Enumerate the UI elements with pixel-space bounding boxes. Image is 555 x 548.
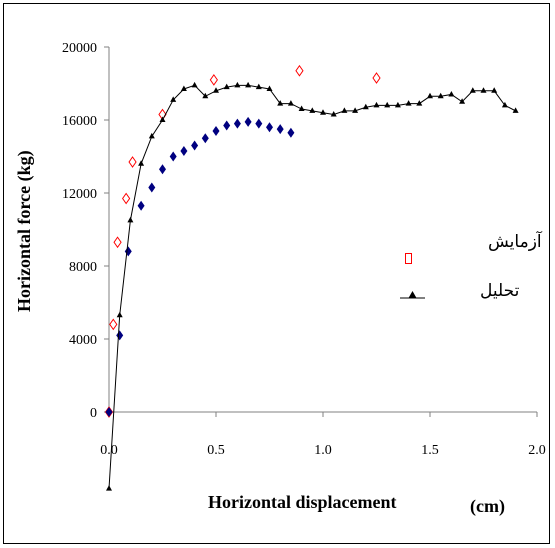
data-point — [277, 100, 284, 106]
data-point — [233, 118, 241, 129]
data-point — [372, 72, 381, 84]
data-point — [448, 90, 455, 97]
chart-frame — [3, 3, 550, 544]
data-point — [138, 160, 145, 166]
x-tick-label: 1.0 — [314, 443, 332, 458]
data-point — [512, 107, 519, 113]
data-point — [469, 87, 476, 93]
data-point — [373, 101, 380, 108]
data-point — [341, 107, 348, 113]
data-point — [320, 109, 326, 115]
x-tick-label: 2.0 — [528, 443, 546, 458]
legend: آزمایش تحليل — [400, 230, 543, 301]
data-point — [148, 182, 156, 193]
data-point — [223, 83, 230, 90]
data-point — [116, 330, 124, 341]
y-tick-label: 8000 — [69, 260, 97, 275]
data-point — [405, 100, 412, 106]
data-point — [491, 87, 498, 93]
y-tick-label: 16000 — [62, 114, 97, 129]
x-axis-unit: (cm) — [470, 496, 505, 517]
data-point — [244, 116, 252, 127]
data-point — [384, 101, 391, 108]
data-point — [223, 120, 231, 131]
y-tick-label: 12000 — [62, 187, 97, 202]
data-point — [287, 127, 295, 138]
data-point — [362, 103, 369, 110]
data-point — [234, 81, 241, 88]
data-point — [170, 96, 177, 102]
data-point — [137, 200, 145, 211]
x-tick-label: 0.0 — [100, 443, 118, 458]
data-point — [113, 236, 122, 249]
data-point — [416, 100, 423, 106]
data-point — [109, 318, 118, 331]
data-point — [116, 311, 123, 318]
data-point — [437, 92, 444, 99]
data-point — [459, 98, 466, 104]
data-point — [213, 87, 219, 93]
data-point — [287, 100, 294, 106]
x-tick-label: 0.5 — [207, 443, 225, 458]
data-point — [352, 107, 359, 113]
series-1 — [105, 116, 295, 417]
data-point — [169, 151, 177, 162]
x-axis-label: Horizontal displacement — [208, 492, 396, 512]
data-point — [276, 124, 284, 135]
data-point — [212, 125, 220, 136]
legend-marker-test — [405, 253, 412, 264]
data-point — [394, 101, 401, 108]
ticks: 0 4000 8000 12000 16000 20000 0.0 0.5 1.0 1.5 2.0 — [62, 41, 546, 458]
data-point — [501, 101, 508, 108]
data-point — [105, 407, 113, 417]
data-point — [191, 81, 198, 88]
data-point — [480, 87, 487, 93]
data-point — [309, 107, 316, 113]
data-point — [128, 156, 137, 168]
series-0 — [104, 64, 381, 418]
legend-marker-analysis — [408, 291, 417, 298]
data-point — [124, 246, 132, 257]
data-point — [245, 81, 252, 88]
y-tick-label: 0 — [90, 406, 97, 421]
data-point — [201, 133, 209, 144]
data-point — [122, 192, 131, 205]
data-point — [180, 146, 188, 157]
data-point — [266, 85, 273, 91]
data-point — [255, 83, 262, 90]
data-point — [159, 164, 166, 175]
data-point — [295, 64, 304, 77]
series-2 — [106, 81, 519, 491]
data-point — [191, 140, 199, 151]
y-tick-label: 20000 — [62, 41, 97, 56]
data-point — [202, 92, 209, 99]
data-point — [106, 485, 112, 491]
y-axis-label: Horizontal force (kg) — [14, 150, 35, 312]
data-point — [255, 118, 263, 129]
data-point — [266, 122, 273, 133]
data-point — [127, 216, 134, 223]
data-point — [209, 73, 218, 86]
data-point — [180, 85, 187, 91]
data-point — [427, 92, 433, 99]
data-point — [159, 116, 166, 122]
series-line — [108, 84, 516, 489]
x-tick-label: 1.5 — [421, 443, 439, 458]
legend-label-test: آزمایش — [488, 230, 543, 252]
legend-label-analysis: تحليل — [480, 281, 520, 301]
series-layer — [104, 64, 519, 491]
data-point — [148, 132, 155, 139]
data-point — [330, 111, 337, 117]
y-tick-label: 4000 — [69, 333, 97, 348]
data-point — [298, 105, 305, 112]
